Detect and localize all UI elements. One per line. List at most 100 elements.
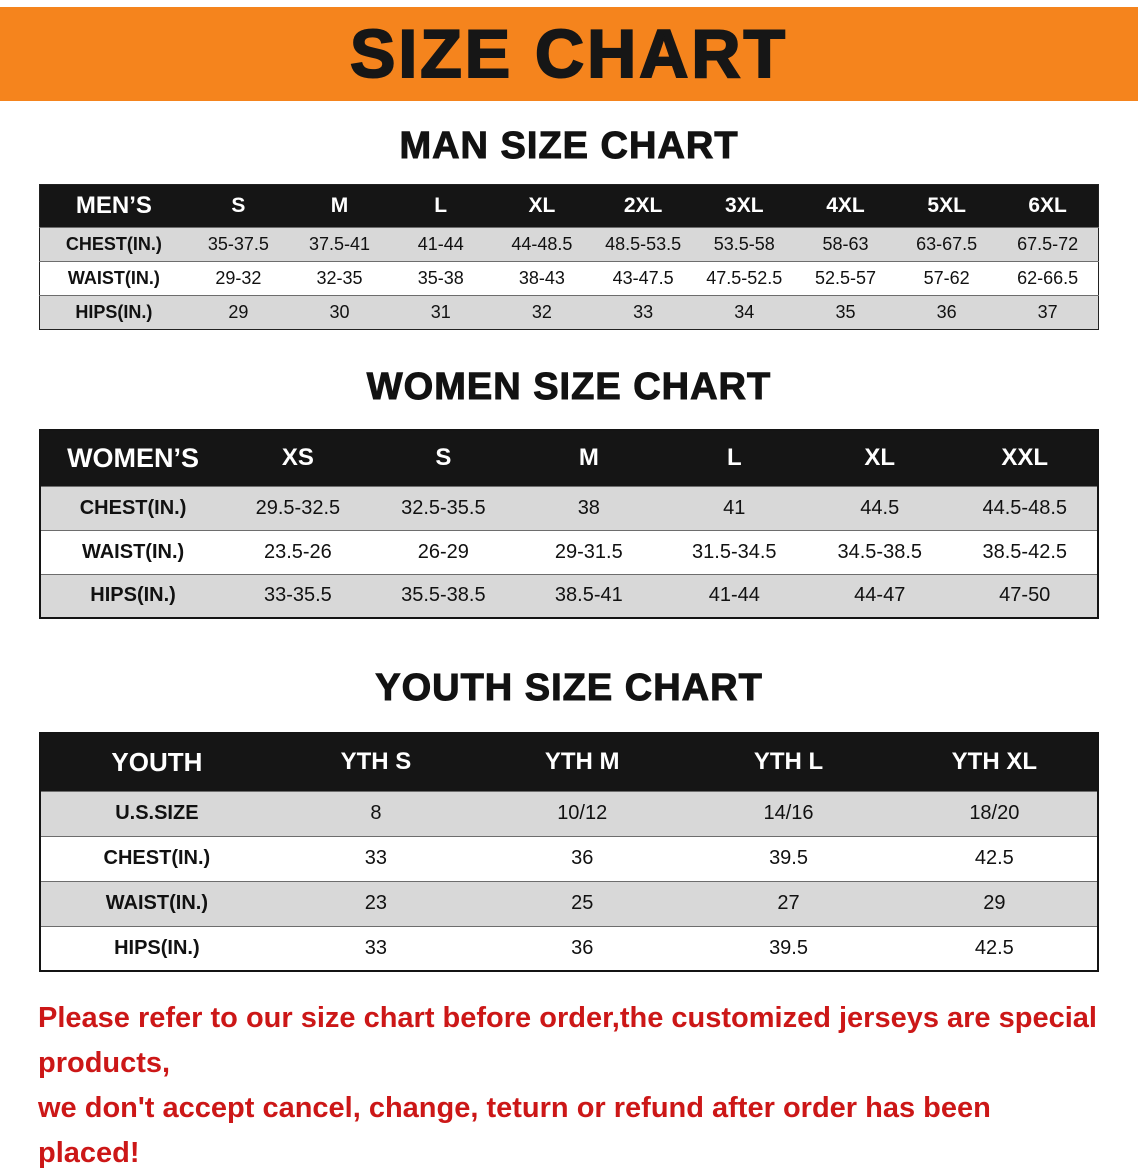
- table-row: HIPS(IN.) 33 36 39.5 42.5: [40, 925, 1098, 971]
- value-cell: 58-63: [794, 227, 897, 262]
- size-header-cell: XXL: [952, 430, 1098, 486]
- value-cell: 39.5: [685, 925, 892, 971]
- size-header-cell: 4XL: [794, 184, 897, 228]
- value-cell: 43-47.5: [592, 261, 694, 296]
- size-header-cell: M: [288, 184, 391, 228]
- value-cell: 62-66.5: [997, 261, 1099, 296]
- value-cell: 44.5: [807, 485, 953, 530]
- value-cell: 36: [479, 925, 686, 971]
- value-cell: 35: [794, 295, 897, 330]
- table-row: CHEST(IN.) 35-37.5 37.5-41 41-44 44-48.5 48.5…: [39, 227, 1099, 262]
- table-row: HIPS(IN.) 33-35.5 35.5-38.5 38.5-41 41-44 44-…: [40, 573, 1098, 618]
- value-cell: 36: [479, 835, 686, 881]
- women-section: WOMEN SIZE CHART WOMEN’S XS S M L XL XXL CHEST(…: [0, 366, 1138, 619]
- value-cell: 27: [685, 880, 892, 926]
- men-section: MAN SIZE CHART MEN’S S M L XL 2XL 3XL 4XL 5XL 6XL…: [0, 125, 1138, 330]
- value-cell: 34.5-38.5: [807, 529, 953, 574]
- value-cell: 44-48.5: [491, 227, 593, 262]
- men-size-table: MEN’S S M L XL 2XL 3XL 4XL 5XL 6XL CHEST(IN.) 35-37…: [39, 184, 1099, 330]
- size-header-cell: L: [390, 184, 492, 228]
- value-cell: 57-62: [896, 261, 998, 296]
- table-row: WAIST(IN.) 23 25 27 29: [40, 880, 1098, 926]
- size-header-cell: XL: [807, 430, 953, 486]
- value-cell: 8: [272, 790, 480, 836]
- value-cell: 38: [516, 485, 662, 530]
- value-cell: 35-38: [390, 261, 492, 296]
- size-header-cell: S: [370, 430, 517, 486]
- value-cell: 23.5-26: [225, 529, 371, 574]
- value-cell: 34: [693, 295, 795, 330]
- value-cell: 32: [491, 295, 593, 330]
- table-row: CHEST(IN.) 29.5-32.5 32.5-35.5 38 41 44.5 44.5…: [40, 485, 1098, 530]
- value-cell: 31.5-34.5: [661, 529, 808, 574]
- row-label-cell: HIPS(IN.): [40, 925, 273, 971]
- table-title-cell: YOUTH: [40, 733, 273, 791]
- size-header-cell: YTH XL: [891, 733, 1098, 791]
- row-label-cell: HIPS(IN.): [39, 295, 188, 330]
- table-header-row: MEN’S S M L XL 2XL 3XL 4XL 5XL 6XL: [39, 184, 1099, 228]
- youth-section: YOUTH SIZE CHART YOUTH YTH S YTH M YTH L YTH…: [0, 667, 1138, 972]
- value-cell: 29-32: [187, 261, 289, 296]
- size-header-cell: 5XL: [896, 184, 998, 228]
- disclaimer-line-1: Please refer to our size chart before or…: [38, 1002, 1097, 1079]
- value-cell: 10/12: [479, 790, 686, 836]
- value-cell: 42.5: [891, 835, 1098, 881]
- row-label-cell: WAIST(IN.): [40, 880, 273, 926]
- value-cell: 39.5: [685, 835, 892, 881]
- value-cell: 53.5-58: [693, 227, 795, 262]
- value-cell: 38.5-41: [516, 573, 662, 618]
- size-header-cell: XL: [491, 184, 593, 228]
- value-cell: 44.5-48.5: [952, 485, 1098, 530]
- table-row: CHEST(IN.) 33 36 39.5 42.5: [40, 835, 1098, 881]
- size-header-cell: L: [661, 430, 808, 486]
- row-label-cell: U.S.SIZE: [40, 790, 273, 836]
- value-cell: 33: [272, 925, 480, 971]
- value-cell: 25: [479, 880, 686, 926]
- value-cell: 33: [592, 295, 694, 330]
- value-cell: 67.5-72: [997, 227, 1099, 262]
- value-cell: 32.5-35.5: [370, 485, 517, 530]
- row-label-cell: WAIST(IN.): [39, 261, 188, 296]
- value-cell: 37: [997, 295, 1099, 330]
- row-label-cell: WAIST(IN.): [40, 529, 226, 574]
- value-cell: 29: [187, 295, 289, 330]
- row-label-cell: CHEST(IN.): [40, 485, 226, 530]
- disclaimer: Please refer to our size chart before or…: [38, 996, 1100, 1176]
- value-cell: 31: [390, 295, 492, 330]
- value-cell: 38.5-42.5: [952, 529, 1098, 574]
- size-header-cell: YTH S: [272, 733, 480, 791]
- value-cell: 41-44: [390, 227, 492, 262]
- women-size-table: WOMEN’S XS S M L XL XXL CHEST(IN.) 29.5-32.5 32.5…: [39, 429, 1099, 619]
- value-cell: 37.5-41: [288, 227, 391, 262]
- value-cell: 18/20: [891, 790, 1098, 836]
- value-cell: 63-67.5: [896, 227, 998, 262]
- women-section-heading: WOMEN SIZE CHART: [366, 366, 772, 409]
- value-cell: 48.5-53.5: [592, 227, 694, 262]
- value-cell: 35-37.5: [187, 227, 289, 262]
- value-cell: 29-31.5: [516, 529, 662, 574]
- value-cell: 32-35: [288, 261, 391, 296]
- value-cell: 38-43: [491, 261, 593, 296]
- value-cell: 30: [288, 295, 391, 330]
- row-label-cell: HIPS(IN.): [40, 573, 226, 618]
- table-row: HIPS(IN.) 29 30 31 32 33 34 35 36 37: [39, 295, 1099, 330]
- table-row: U.S.SIZE 8 10/12 14/16 18/20: [40, 790, 1098, 836]
- table-title-cell: MEN’S: [39, 184, 188, 228]
- table-row: WAIST(IN.) 23.5-26 26-29 29-31.5 31.5-34.5 34…: [40, 529, 1098, 574]
- value-cell: 44-47: [807, 573, 953, 618]
- page-title: SIZE CHART: [349, 15, 788, 93]
- size-header-cell: XS: [225, 430, 371, 486]
- value-cell: 26-29: [370, 529, 517, 574]
- table-header-row: YOUTH YTH S YTH M YTH L YTH XL: [40, 733, 1098, 791]
- value-cell: 14/16: [685, 790, 892, 836]
- size-header-cell: 3XL: [693, 184, 795, 228]
- value-cell: 52.5-57: [794, 261, 897, 296]
- value-cell: 36: [896, 295, 998, 330]
- value-cell: 29.5-32.5: [225, 485, 371, 530]
- row-label-cell: CHEST(IN.): [39, 227, 188, 262]
- value-cell: 47.5-52.5: [693, 261, 795, 296]
- size-header-cell: M: [516, 430, 662, 486]
- youth-size-table: YOUTH YTH S YTH M YTH L YTH XL U.S.SIZE 8 10/12…: [39, 732, 1099, 972]
- men-section-heading: MAN SIZE CHART: [399, 125, 739, 168]
- table-title-cell: WOMEN’S: [40, 430, 226, 486]
